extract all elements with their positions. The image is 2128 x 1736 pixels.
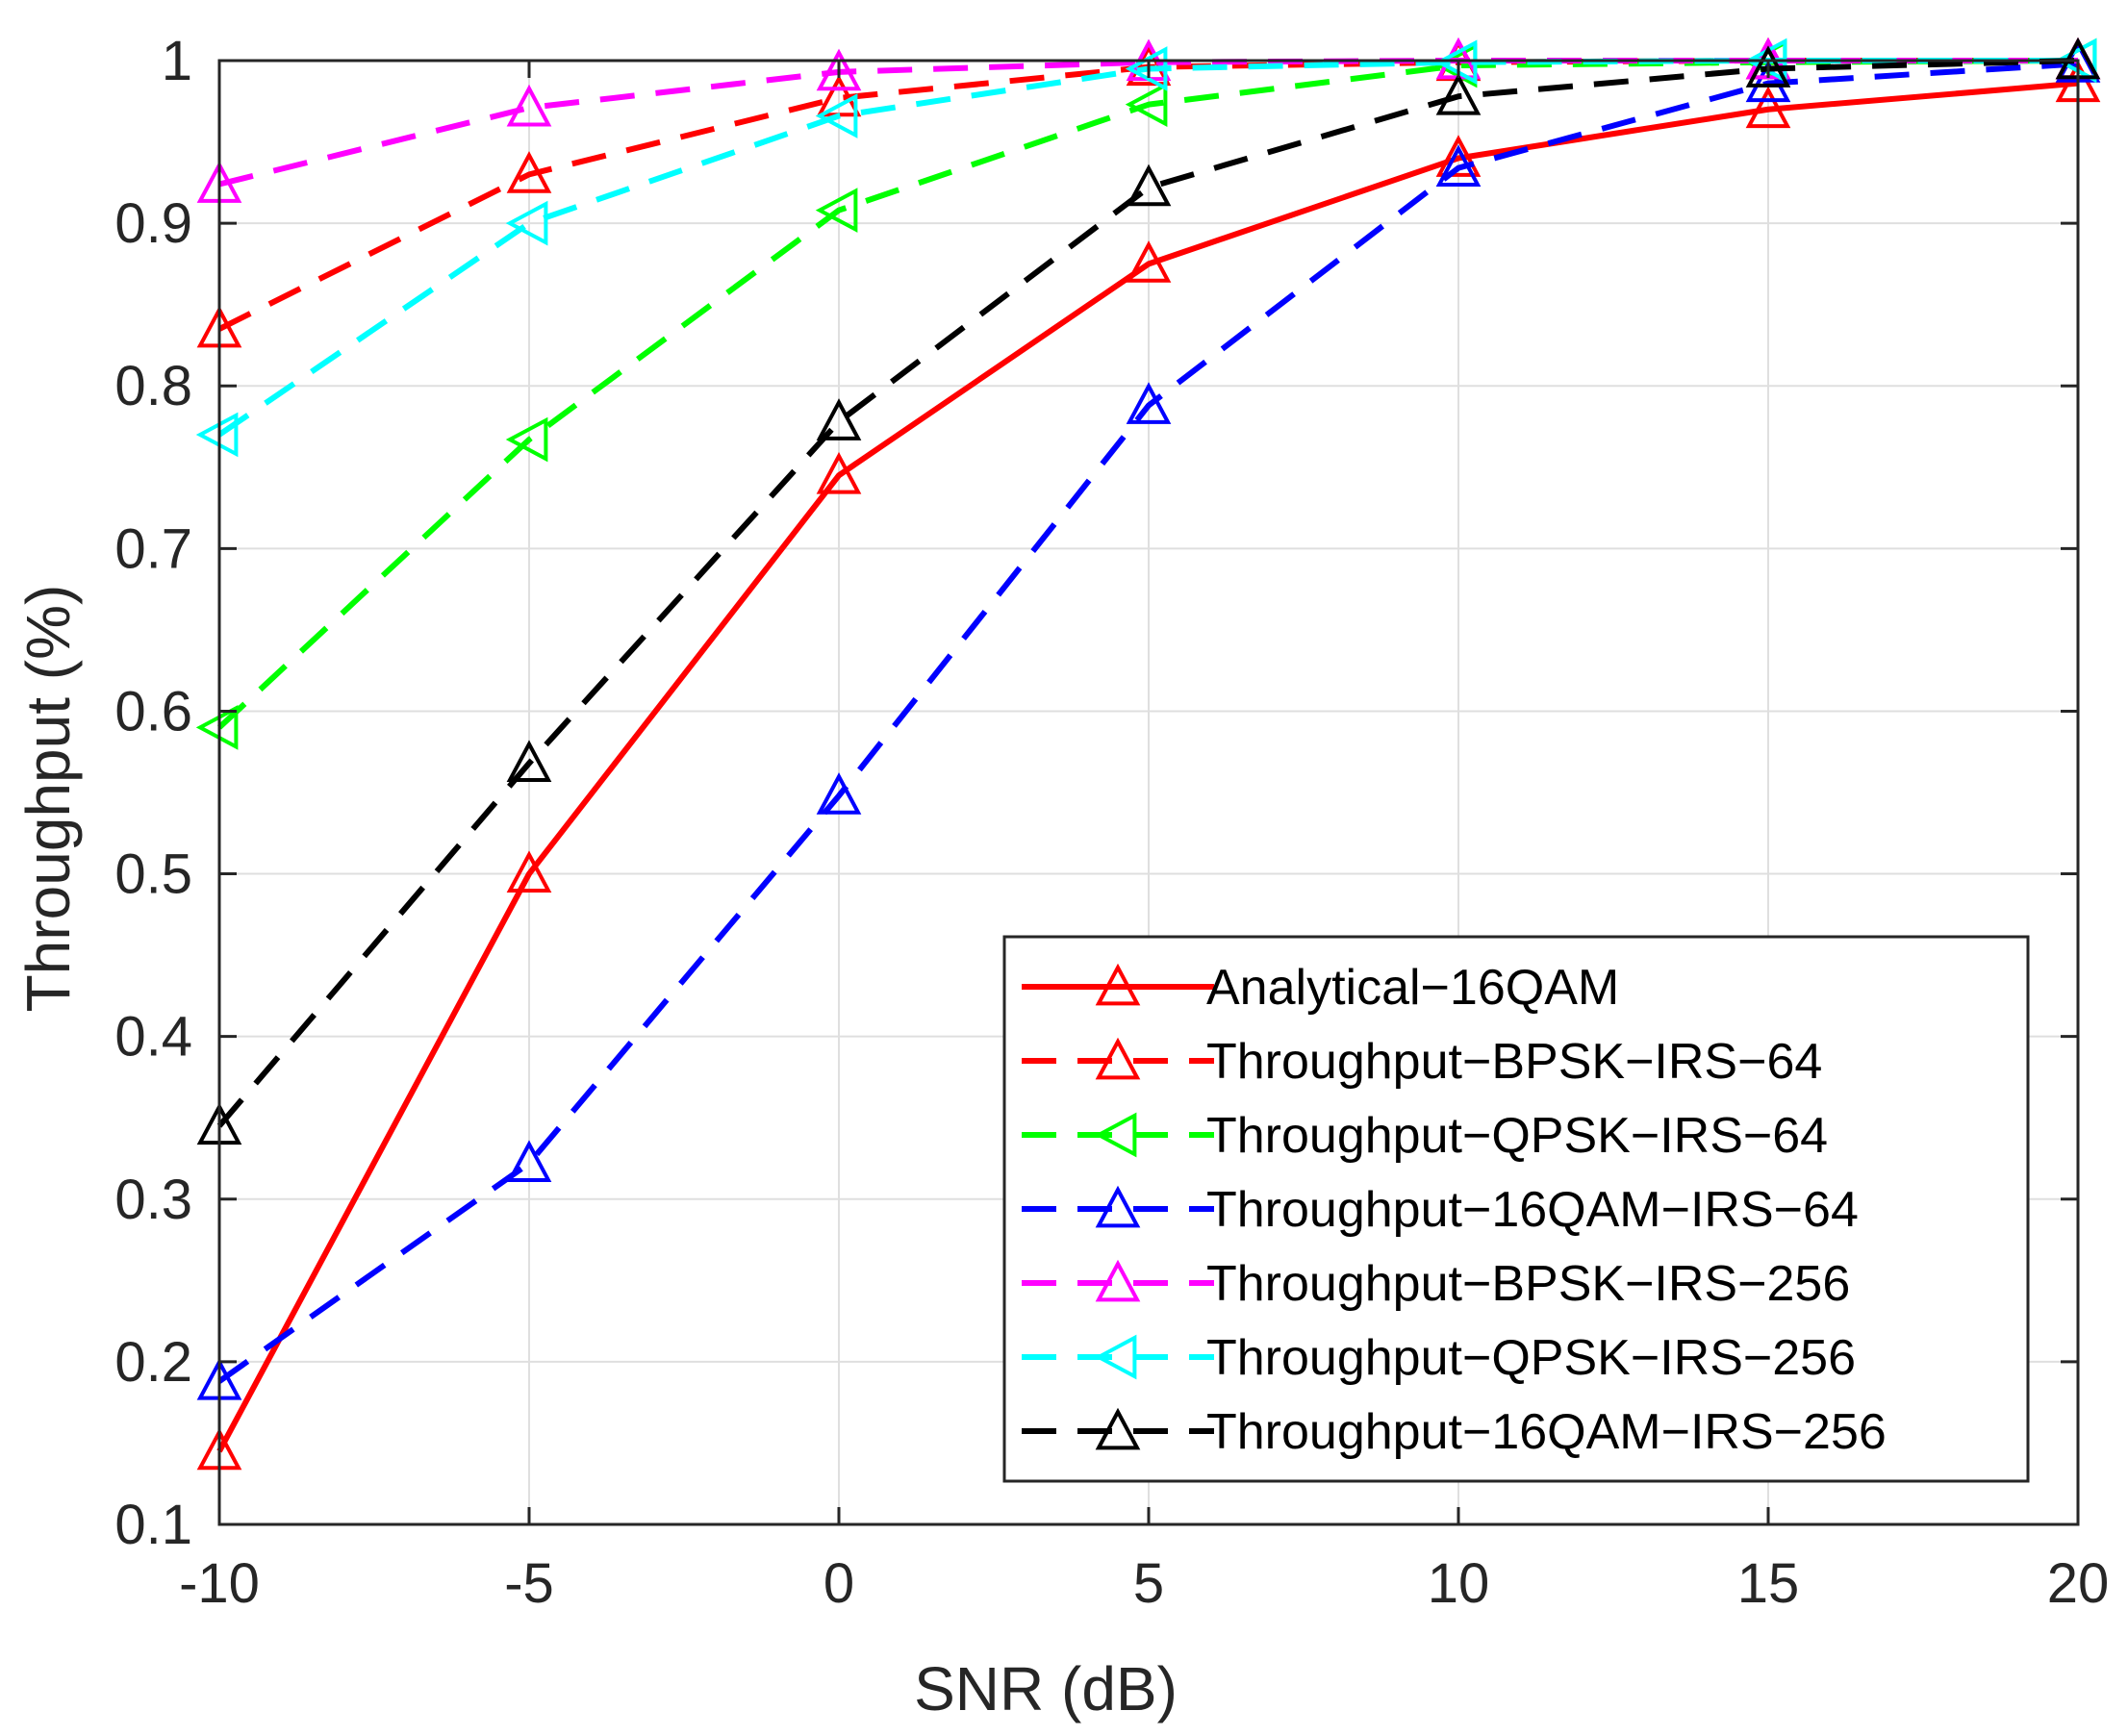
- x-tick-label: 15: [1737, 1552, 1800, 1615]
- data-point-marker: [1435, 144, 1482, 188]
- legend-marker-sample: [1094, 1334, 1137, 1380]
- y-tick-labels: 0.1 0.2 0.3 0.4 0.5 0.6 0.7 0.8 0.9 1: [114, 30, 192, 1556]
- legend-box: [1002, 935, 2030, 1483]
- y-tick-label: 0.2: [114, 1331, 192, 1394]
- y-axis-label: Throughput (%): [13, 585, 83, 1013]
- data-point-marker: [1126, 382, 1172, 424]
- legend-marker-sample: [1095, 1407, 1141, 1450]
- data-point-marker: [506, 850, 552, 893]
- legend-label: Throughput−16QAM−IRS−256: [1206, 1404, 1887, 1460]
- x-tick-label: 0: [823, 1552, 854, 1615]
- legend-item-3: Throughput−QPSK−IRS−64: [1022, 1108, 1828, 1164]
- data-point-marker: [1125, 82, 1168, 127]
- y-tick-label: 0.1: [114, 1494, 192, 1556]
- data-point-marker: [1745, 60, 1791, 103]
- legend-item-6: Throughput−QPSK−IRS−256: [1022, 1330, 1856, 1386]
- y-tick-label: 0.7: [114, 517, 192, 580]
- legend: Analytical−16QAM Throughput−BPSK−IRS−64 Th…: [1002, 935, 2030, 1483]
- data-point-marker: [1435, 72, 1482, 115]
- x-tick-label: 5: [1133, 1552, 1164, 1615]
- legend-label: Throughput−16QAM−IRS−64: [1206, 1182, 1859, 1238]
- x-axis-label: SNR (dB): [914, 1654, 1178, 1723]
- y-tick-label: 0.9: [114, 192, 192, 255]
- data-point-marker: [815, 93, 858, 138]
- data-point-marker: [1125, 46, 1168, 91]
- x-tick-label: -10: [179, 1552, 260, 1615]
- data-point-marker: [816, 48, 862, 91]
- legend-label: Throughput−BPSK−IRS−64: [1206, 1034, 1822, 1090]
- x-tick-label: -5: [504, 1552, 554, 1615]
- data-point-marker: [816, 451, 862, 494]
- legend-item-2: Throughput−BPSK−IRS−64: [1022, 1034, 1822, 1090]
- legend-label: Analytical−16QAM: [1206, 960, 1619, 1016]
- legend-label: Throughput−QPSK−IRS−64: [1206, 1108, 1828, 1164]
- x-tick-labels: -10 -5 0 5 10 15 20: [179, 1552, 2109, 1615]
- legend-marker-sample: [1095, 1185, 1141, 1228]
- legend-item-1: Analytical−16QAM: [1022, 960, 1619, 1016]
- y-tick-label: 0.6: [114, 680, 192, 742]
- data-point-marker: [505, 200, 548, 246]
- y-tick-label: 0.8: [114, 355, 192, 417]
- y-tick-label: 0.4: [114, 1006, 192, 1069]
- data-point-marker: [505, 416, 548, 463]
- y-tick-label: 0.3: [114, 1169, 192, 1231]
- data-point-marker: [506, 151, 552, 193]
- legend-item-4: Throughput−16QAM−IRS−64: [1022, 1182, 1859, 1238]
- legend-marker-sample: [1095, 963, 1141, 1006]
- data-point-marker: [815, 188, 858, 233]
- series-line: [216, 80, 2079, 1453]
- data-point-marker: [1126, 240, 1172, 283]
- y-tick-label: 1: [162, 30, 192, 92]
- data-point-marker: [816, 398, 862, 440]
- x-tick-label: 10: [1428, 1552, 1490, 1615]
- data-point-marker: [1745, 45, 1791, 88]
- data-point-marker: [506, 1140, 552, 1182]
- data-point-marker: [816, 772, 862, 815]
- data-point-marker: [506, 84, 552, 127]
- legend-label: Throughput−BPSK−IRS−256: [1206, 1256, 1850, 1312]
- series-line: [217, 61, 2079, 1384]
- legend-label: Throughput−QPSK−IRS−256: [1206, 1330, 1856, 1386]
- data-point-marker: [1126, 164, 1172, 207]
- legend-item-5: Throughput−BPSK−IRS−256: [1022, 1256, 1850, 1312]
- data-point-marker: [1435, 135, 1482, 177]
- legend-item-7: Throughput−16QAM−IRS−256: [1022, 1404, 1887, 1460]
- x-tick-label: 20: [2047, 1552, 2110, 1615]
- axes-box: [217, 59, 2080, 1526]
- legend-marker-sample: [1095, 1259, 1141, 1302]
- legend-marker-sample: [1095, 1037, 1141, 1080]
- data-point-marker: [1745, 86, 1791, 129]
- data-point-marker: [506, 740, 552, 782]
- y-tick-label: 0.5: [114, 843, 192, 906]
- legend-marker-sample: [1094, 1112, 1137, 1158]
